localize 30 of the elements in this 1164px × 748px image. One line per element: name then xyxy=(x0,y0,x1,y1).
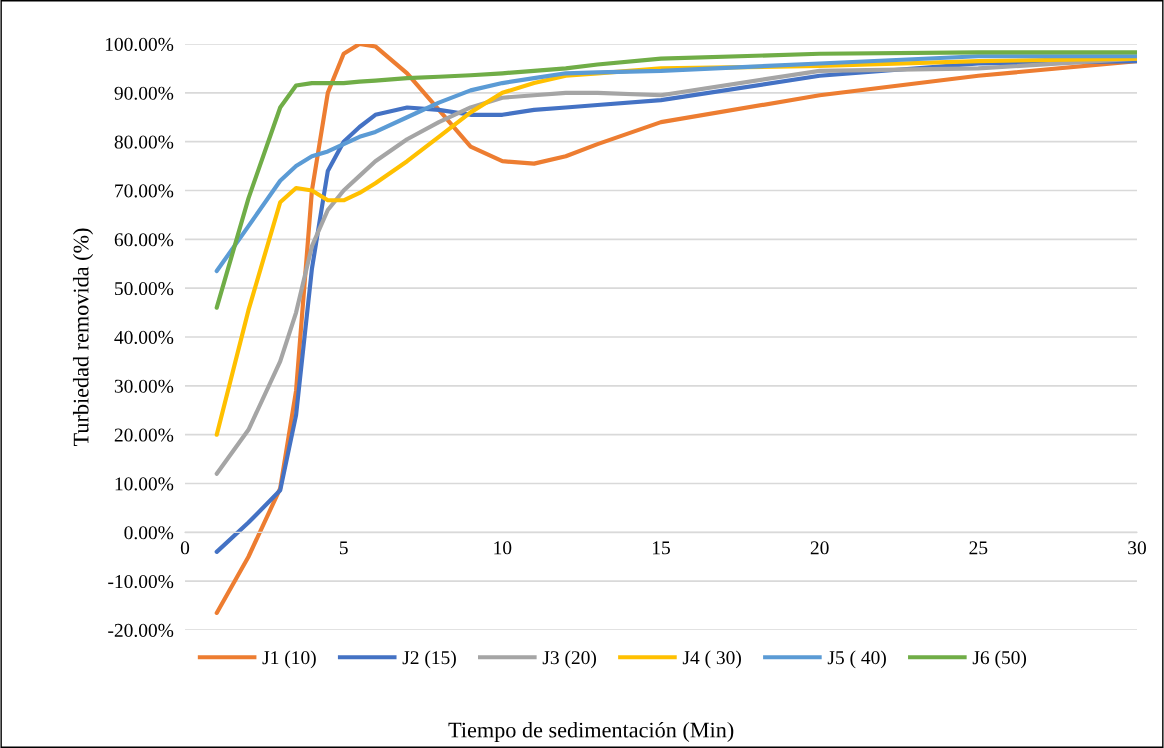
x-tick-label: 20 xyxy=(810,541,829,555)
x-tick-label: 5 xyxy=(339,541,348,555)
x-tick-label: 10 xyxy=(494,541,512,555)
y-tick-label: -20.00% xyxy=(108,623,174,638)
x-tick-label: 25 xyxy=(969,541,988,555)
y-tick-label: 10.00% xyxy=(115,477,174,491)
y-tick-label: 80.00% xyxy=(114,135,174,149)
x-axis-title: Tiempo de sedimentación (Min) xyxy=(448,721,734,743)
y-tick-label: 50.00% xyxy=(115,281,174,296)
x-tick-label: 30 xyxy=(1128,541,1146,555)
y-tick-label: -10.00% xyxy=(108,574,174,589)
y-tick-label: 100.00% xyxy=(105,37,174,52)
legend-label: J2 (15) xyxy=(402,650,456,669)
y-tick-label: 90.00% xyxy=(114,86,174,100)
legend-label: J6 (50) xyxy=(972,650,1027,669)
y-tick-label: 0.00% xyxy=(124,526,174,540)
legend-label: J3 (20) xyxy=(542,650,597,669)
y-tick-label: 40.00% xyxy=(114,330,174,345)
y-axis-title: Turbiedad removida (%) xyxy=(72,228,94,447)
legend-label: J4 ( 30) xyxy=(682,650,741,669)
line-series xyxy=(214,54,1137,274)
y-tick-label: 30.00% xyxy=(114,379,174,393)
y-tick-label: 70.00% xyxy=(115,184,174,198)
x-tick-label: 0 xyxy=(180,541,190,555)
y-tick-label: 60.00% xyxy=(114,233,174,247)
legend-label: J1 (10) xyxy=(262,650,316,669)
legend-label: J5 ( 40) xyxy=(827,650,886,669)
x-tick-label: 15 xyxy=(652,541,670,555)
y-tick-label: 20.00% xyxy=(114,428,174,442)
line-series xyxy=(214,50,1137,310)
